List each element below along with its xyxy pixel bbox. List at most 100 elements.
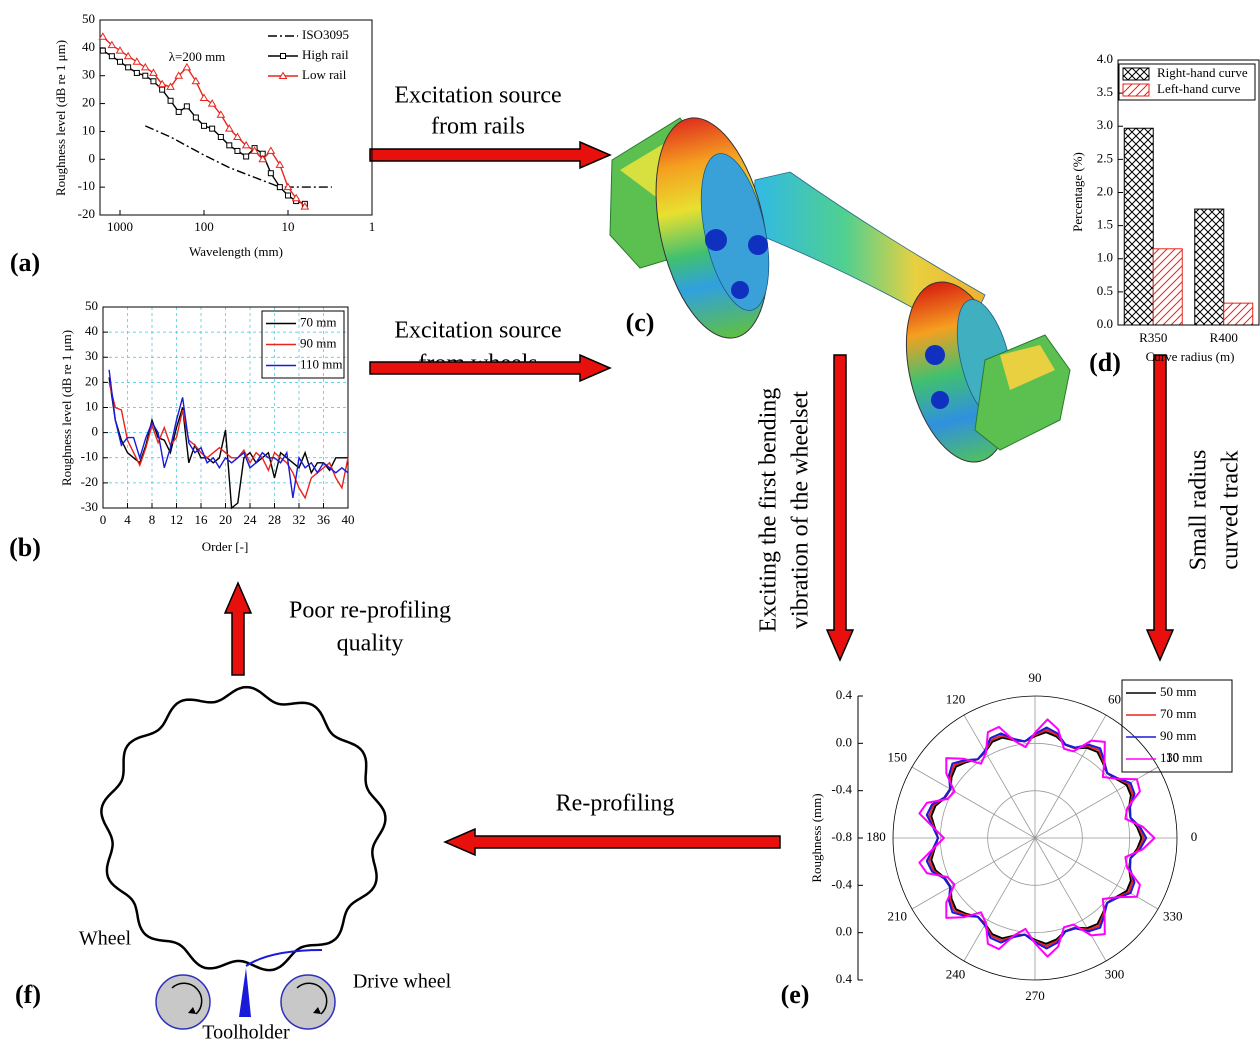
spoke xyxy=(1034,837,1107,962)
marker xyxy=(275,160,285,168)
x-axis-title: Wavelength (mm) xyxy=(189,244,283,259)
legend-frame xyxy=(261,310,345,379)
plot-frame xyxy=(102,306,349,509)
r-tick-label: -0.8 xyxy=(831,829,852,844)
r-tick-label: 0.0 xyxy=(836,924,852,939)
block-arrow xyxy=(443,827,781,857)
marker xyxy=(291,193,301,202)
y-tick-label: 0 xyxy=(89,150,96,165)
marker xyxy=(183,103,190,110)
legend-label: 110 mm xyxy=(1160,750,1203,765)
marker xyxy=(278,71,288,79)
marker xyxy=(233,132,242,140)
y-tick-label: 20 xyxy=(82,95,95,110)
series-line xyxy=(108,377,348,510)
r-tick-label: 0.4 xyxy=(836,687,853,702)
theta-tick-label: 270 xyxy=(1025,988,1045,1003)
panel-label: (c) xyxy=(626,308,655,337)
y-tick-label: 50 xyxy=(82,11,95,26)
x-tick-label: 0 xyxy=(100,512,107,527)
block-arrow xyxy=(369,140,612,170)
y-tick-label: 40 xyxy=(82,39,95,54)
marker xyxy=(200,122,207,129)
marker xyxy=(98,32,108,40)
series-line xyxy=(145,125,332,188)
x-tick-label: R350 xyxy=(1139,330,1167,345)
arrow-label: vibration of the wheelset xyxy=(788,391,814,629)
legend-frame xyxy=(1118,63,1256,101)
marker xyxy=(125,64,132,71)
x-tick-label: 28 xyxy=(268,512,281,527)
x-tick-label: 40 xyxy=(342,512,355,527)
legend-label: 110 mm xyxy=(300,356,343,371)
panel-label: (a) xyxy=(10,248,40,277)
legend-swatch xyxy=(1122,67,1150,81)
legend-label: 90 mm xyxy=(300,335,336,350)
y-axis-title: Roughness level (dB re 1 μm) xyxy=(53,40,68,196)
x-tick-label: 1 xyxy=(369,219,376,234)
reprofiling-sketch xyxy=(100,685,387,1030)
y-tick-label: 3.5 xyxy=(1097,84,1113,99)
theta-tick-label: 30 xyxy=(1166,749,1179,764)
x-axis-title: Order [-] xyxy=(202,539,249,554)
r-tick-label: -0.4 xyxy=(831,876,852,891)
legend-label: 90 mm xyxy=(1160,728,1196,743)
marker xyxy=(149,68,158,76)
legend-label: 70 mm xyxy=(1160,706,1196,721)
arrow-label: curved track xyxy=(1218,450,1244,569)
marker xyxy=(116,58,123,65)
series-line xyxy=(108,369,349,499)
drive-wheel-label: Drive wheel xyxy=(353,971,452,993)
y-tick-label: 1.0 xyxy=(1097,250,1113,265)
theta-tick-label: 240 xyxy=(946,967,966,982)
y-tick-label: 0.0 xyxy=(1097,316,1113,331)
marker xyxy=(166,82,175,90)
y-tick-label: 40 xyxy=(85,323,98,338)
x-tick-label: 16 xyxy=(195,512,209,527)
series-line xyxy=(108,382,349,500)
y-tick-label: 30 xyxy=(82,67,95,82)
wheel-label: Wheel xyxy=(79,928,132,950)
bar xyxy=(1223,302,1254,326)
marker xyxy=(192,114,199,121)
x-tick-label: 20 xyxy=(219,512,232,527)
bar xyxy=(1123,127,1154,326)
marker xyxy=(159,86,166,93)
x-tick-label: 32 xyxy=(293,512,306,527)
arrow-label: Excitation source xyxy=(394,318,561,344)
marker xyxy=(199,93,209,101)
marker xyxy=(167,97,174,104)
y-tick-label: 20 xyxy=(85,373,98,388)
x-tick-label: 12 xyxy=(170,512,183,527)
toolholder-label: Toolholder xyxy=(202,1022,290,1044)
y-tick-label: -20 xyxy=(78,206,95,221)
theta-tick-label: 210 xyxy=(888,908,908,923)
legend-swatch xyxy=(1122,83,1150,97)
marker xyxy=(226,142,233,149)
theta-tick-label: 180 xyxy=(866,829,886,844)
x-tick-label: 24 xyxy=(244,512,258,527)
marker xyxy=(234,147,241,154)
panel-label: (e) xyxy=(781,980,810,1009)
theta-tick-label: 0 xyxy=(1191,829,1198,844)
marker xyxy=(132,57,142,65)
legend-label: High rail xyxy=(302,47,349,62)
ring xyxy=(892,695,1178,981)
arrow-label: Poor re-profiling xyxy=(289,598,451,624)
theta-tick-label: 60 xyxy=(1108,691,1121,706)
theta-tick-label: 300 xyxy=(1105,967,1125,982)
marker xyxy=(284,192,291,199)
panel-label: (d) xyxy=(1089,348,1121,377)
marker xyxy=(140,62,150,71)
arrow-label: Excitation source xyxy=(394,83,561,109)
y-axis-title: Roughness level (dB re 1 μm) xyxy=(59,330,74,486)
x-tick-label: 10 xyxy=(281,219,294,234)
r-tick-label: -0.4 xyxy=(831,782,852,797)
y-tick-label: -10 xyxy=(81,449,98,464)
marker xyxy=(224,124,234,132)
marker xyxy=(115,46,125,54)
y-tick-label: 50 xyxy=(85,298,98,313)
block-arrow xyxy=(223,581,253,676)
bar xyxy=(1152,248,1183,326)
y-tick-label: 10 xyxy=(82,122,95,137)
